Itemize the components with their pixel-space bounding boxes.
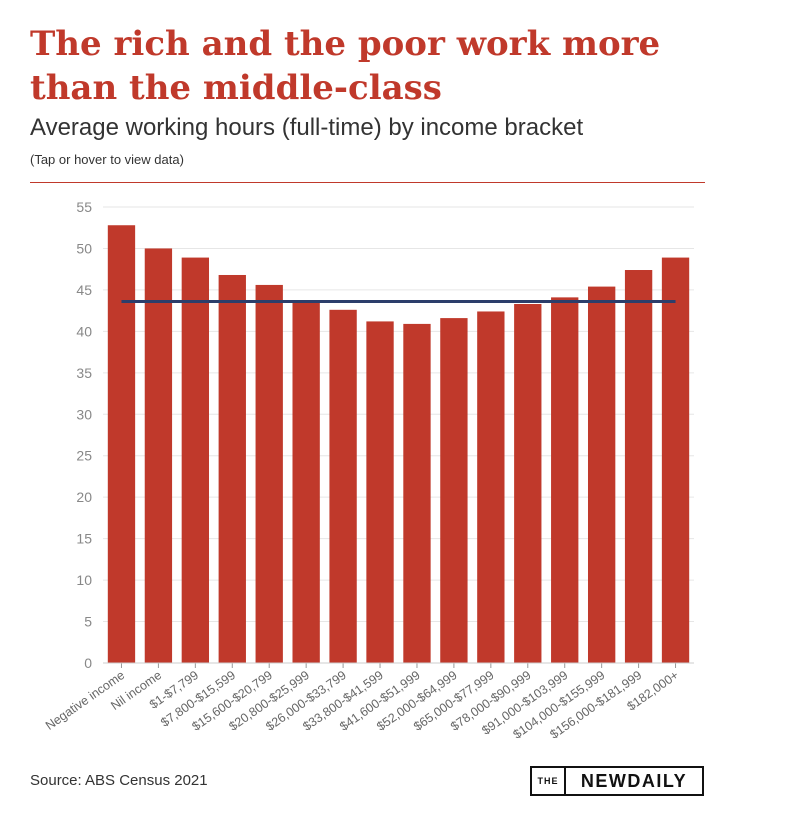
y-tick-label: 35: [76, 365, 92, 381]
y-tick-label: 20: [76, 489, 92, 505]
bar[interactable]: $41,600-$51,999: 40.9: [403, 323, 431, 663]
bar[interactable]: $15,600-$20,799: 45.6: [255, 284, 283, 663]
y-tick-label: 45: [76, 282, 92, 298]
bar[interactable]: $1-$7,799: 48.9: [181, 257, 210, 663]
y-tick-label: 30: [76, 406, 92, 422]
newdaily-logo: THE NEWDAILY: [530, 766, 704, 796]
bar[interactable]: $33,800-$41,599: 41.2: [366, 321, 394, 663]
bar[interactable]: $182,000+: 48.9: [661, 257, 690, 663]
y-tick-label: 40: [76, 323, 92, 339]
y-tick-label: 0: [84, 655, 92, 671]
bar-chart: 0 5 10 15 20 25 30 35 40 45 50 55 Negative income: 5…: [43, 199, 694, 742]
bar[interactable]: $78,000-$90,999: 43.3: [514, 304, 542, 663]
interaction-note: (Tap or hover to view data): [30, 152, 184, 167]
bar[interactable]: Negative income: 52.8: [107, 225, 136, 664]
y-tick-label: 15: [76, 531, 92, 547]
logo-separator: [564, 768, 566, 794]
bar[interactable]: $156,000-$181,999: 47.4: [624, 270, 653, 663]
chart-subtitle: Average working hours (full-time) by inc…: [30, 114, 584, 141]
y-tick-label: 50: [76, 240, 92, 256]
y-tick-label: 25: [76, 448, 92, 464]
y-tick-label: 10: [76, 572, 92, 588]
source-note: Source: ABS Census 2021: [30, 772, 208, 789]
bar[interactable]: $26,000-$33,799: 42.6: [329, 309, 357, 663]
logo-prefix: THE: [537, 776, 559, 786]
y-tick-label: 55: [76, 199, 92, 215]
header-divider: [30, 182, 705, 183]
bar[interactable]: $52,000-$64,999: 41.6: [440, 318, 468, 663]
bar[interactable]: $65,000-$77,999: 42.4: [477, 311, 505, 663]
bar[interactable]: $7,800-$15,599: 46.8: [218, 274, 246, 663]
logo-wordmark: NEWDAILY: [580, 770, 688, 791]
bar[interactable]: Nil income: 50: [144, 248, 173, 664]
y-tick-label: 5: [84, 614, 92, 630]
bar[interactable]: $104,000-$155,999: 45.4: [587, 286, 616, 663]
chart-title: The rich and the poor work more than the…: [30, 24, 661, 108]
bar[interactable]: $20,800-$25,999: 43.6: [292, 301, 320, 663]
bar[interactable]: $91,000-$103,999: 44.1: [551, 297, 579, 663]
